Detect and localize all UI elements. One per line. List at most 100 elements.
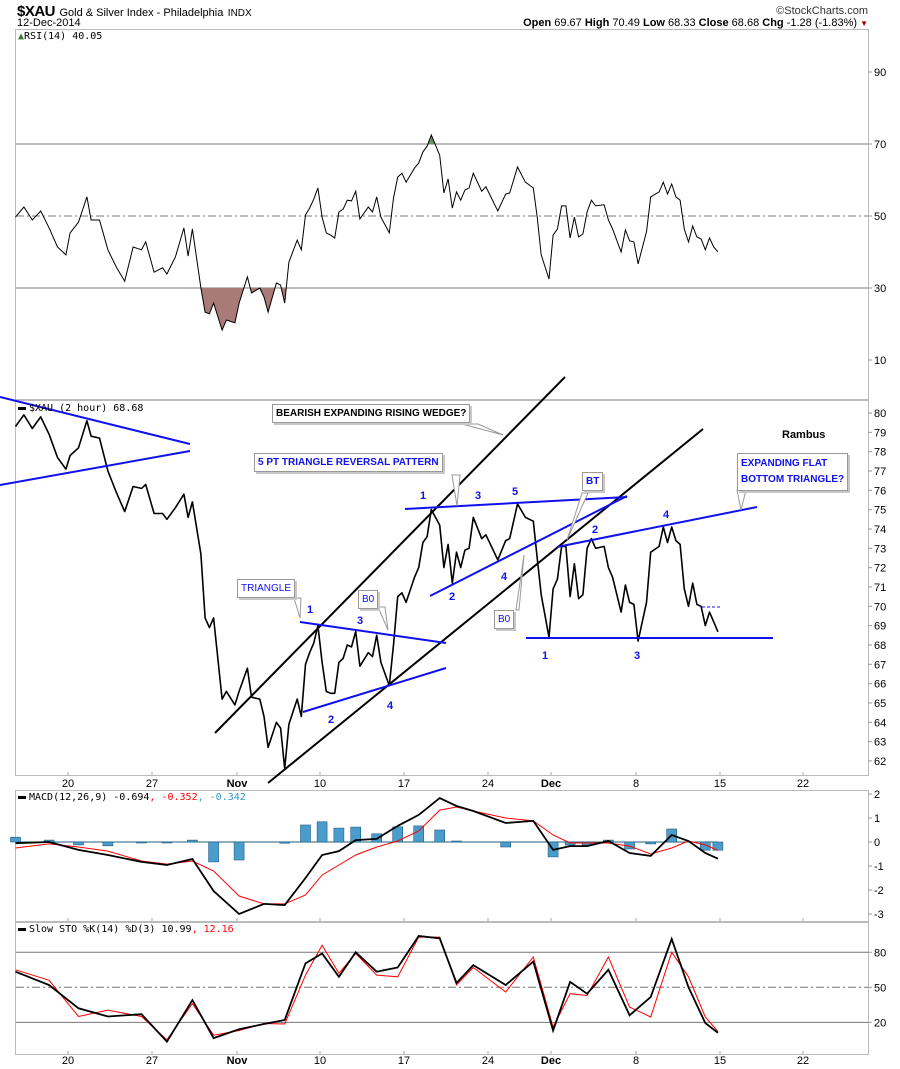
rsi-axis-tick-label: 10 [874, 355, 886, 367]
price-axis-tick-label: 80 [874, 408, 886, 420]
date-axis-lower-label: 20 [62, 1055, 74, 1067]
macd-axis-tick-label: 0 [874, 837, 880, 849]
bo1-callout: B0 [358, 590, 379, 609]
macd-histogram-bar [300, 824, 311, 843]
macd-panel-frame [15, 790, 869, 922]
price-axis-tick-label: 66 [874, 679, 886, 691]
macd-histogram-bar [136, 841, 147, 844]
bo2-callout: B0 [494, 610, 515, 629]
sto-axis-tick-label: 20 [874, 1017, 886, 1029]
efbt-line2: BOTTOM TRIANGLE? [741, 474, 845, 485]
efbt-point-3: 3 [634, 650, 641, 662]
close-label: Close [698, 17, 729, 29]
price-axis-tick-label: 77 [874, 466, 886, 478]
date-axis-lower-label: 17 [398, 1055, 410, 1067]
price-axis-tick-label: 65 [874, 698, 886, 710]
rsi-oversold-fill [15, 288, 718, 331]
macd-histogram-bar [187, 839, 198, 843]
efbt-point-4: 4 [663, 509, 670, 521]
date-axis-lower-label: Nov [227, 1055, 249, 1067]
rsi-axis-tick-label: 70 [874, 139, 886, 151]
macd-legend: MACD(12,26,9) -0.694, -0.352, -0.342 [18, 792, 246, 803]
date-axis-lower-label: 15 [714, 1055, 726, 1067]
macd-histogram-bar [451, 840, 462, 843]
macd-signal-line [15, 806, 719, 905]
security-name: Gold & Silver Index - Philadelphia [59, 7, 224, 19]
date-axis-lower-label: 24 [482, 1055, 494, 1067]
sto-axis-tick-label: 80 [874, 947, 886, 959]
macd-histogram-bar [434, 829, 446, 843]
rsi-axis-tick-label: 50 [874, 211, 886, 223]
price-line [14, 414, 719, 770]
triangle-point-3: 3 [357, 615, 364, 627]
price-axis-tick-label: 63 [874, 737, 886, 749]
five-pt-lower-line [429, 495, 628, 597]
exchange: INDX [227, 8, 252, 19]
efbt-pointer [736, 489, 747, 511]
sto-legend: Slow STO %K(14) %D(3) 10.99, 12.16 [18, 924, 234, 935]
five-pt-callout: 5 PT TRIANGLE REVERSAL PATTERN [254, 453, 443, 472]
sto-d-legend: , 12.16 [191, 924, 234, 935]
date-axis-upper-label: 15 [714, 778, 726, 790]
macd-histogram-bar [564, 841, 576, 846]
price-legend-text: $XAU (2 hour) 68.68 [29, 403, 144, 414]
macd-histogram-bar [10, 836, 21, 843]
rsi-line [15, 133, 719, 332]
date-axis-lower-label: 8 [633, 1055, 639, 1067]
five-pt-point-4: 4 [501, 571, 508, 583]
macd-histogram-bar [333, 827, 345, 843]
price-axis-tick-label: 64 [874, 717, 886, 729]
price-panel-frame [15, 400, 869, 776]
price-axis-tick-label: 78 [874, 447, 886, 459]
five-pt-point-2: 2 [449, 591, 456, 603]
triangle-point-2: 2 [328, 714, 335, 726]
triangle-upper-line [299, 621, 447, 644]
macd-hist-legend: , -0.342 [197, 792, 246, 803]
rsi-axis-tick-label: 30 [874, 283, 886, 295]
price-axis-tick-label: 73 [874, 543, 886, 555]
date-axis-upper-label: 27 [146, 778, 158, 790]
date-axis-lower-label: 10 [314, 1055, 326, 1067]
efbt-upper-line [556, 506, 758, 548]
efbt-callout: EXPANDING FLAT BOTTOM TRIANGLE? [737, 453, 849, 491]
legend-line-icon [18, 406, 26, 410]
rsi-legend-text: RSI(14) 40.05 [24, 31, 103, 42]
efbt-point-1: 1 [542, 650, 549, 662]
macd-line [15, 797, 719, 916]
triangle-point-4: 4 [387, 700, 394, 712]
price-axis-tick-label: 79 [874, 427, 886, 439]
bo2-pointer [515, 554, 525, 611]
legend-line-icon [18, 795, 26, 799]
price-axis-tick-label: 76 [874, 485, 886, 497]
annotation-lines [0, 376, 773, 784]
macd-histogram-bar [316, 821, 328, 843]
close-value: 68.68 [731, 17, 760, 29]
bo1-pointer [377, 606, 389, 631]
macd-histogram-bar [102, 841, 114, 847]
macd-axis-tick-label: 2 [874, 789, 880, 801]
date-axis-upper-label: 8 [633, 778, 639, 790]
chg-value: -1.28 (-1.83%) [786, 17, 858, 29]
macd-axis-tick-label: -2 [874, 885, 884, 897]
chg-label: Chg [762, 17, 784, 29]
sto-panel-frame [15, 922, 869, 1055]
triangle-callout: TRIANGLE [237, 579, 296, 598]
price-axis-tick-label: 62 [874, 756, 886, 768]
bt-callout: BT [582, 472, 604, 491]
date-axis-lower-label: Dec [541, 1055, 561, 1067]
price-axis-tick-label: 68 [874, 640, 886, 652]
high-label: High [584, 17, 610, 29]
rsi-chart-icon: ▲ [18, 31, 25, 42]
macd-histogram-bar [73, 841, 84, 846]
watermark: ©StockCharts.com [776, 5, 868, 17]
quote-bar: Open 69.67 High 70.49 Low 68.33 Close 68… [523, 17, 868, 29]
five-pt-point-1: 1 [420, 490, 427, 502]
low-label: Low [642, 17, 665, 29]
macd-axis-tick-label: -1 [874, 861, 884, 873]
down-arrow-icon: ▼ [860, 19, 868, 28]
price-axis-tick-label: 69 [874, 621, 886, 633]
five-pt-upper-line [404, 496, 628, 510]
bt-pointer [566, 492, 589, 541]
price-axis-tick-label: 70 [874, 601, 886, 613]
sto-axis-tick-label: 50 [874, 982, 886, 994]
